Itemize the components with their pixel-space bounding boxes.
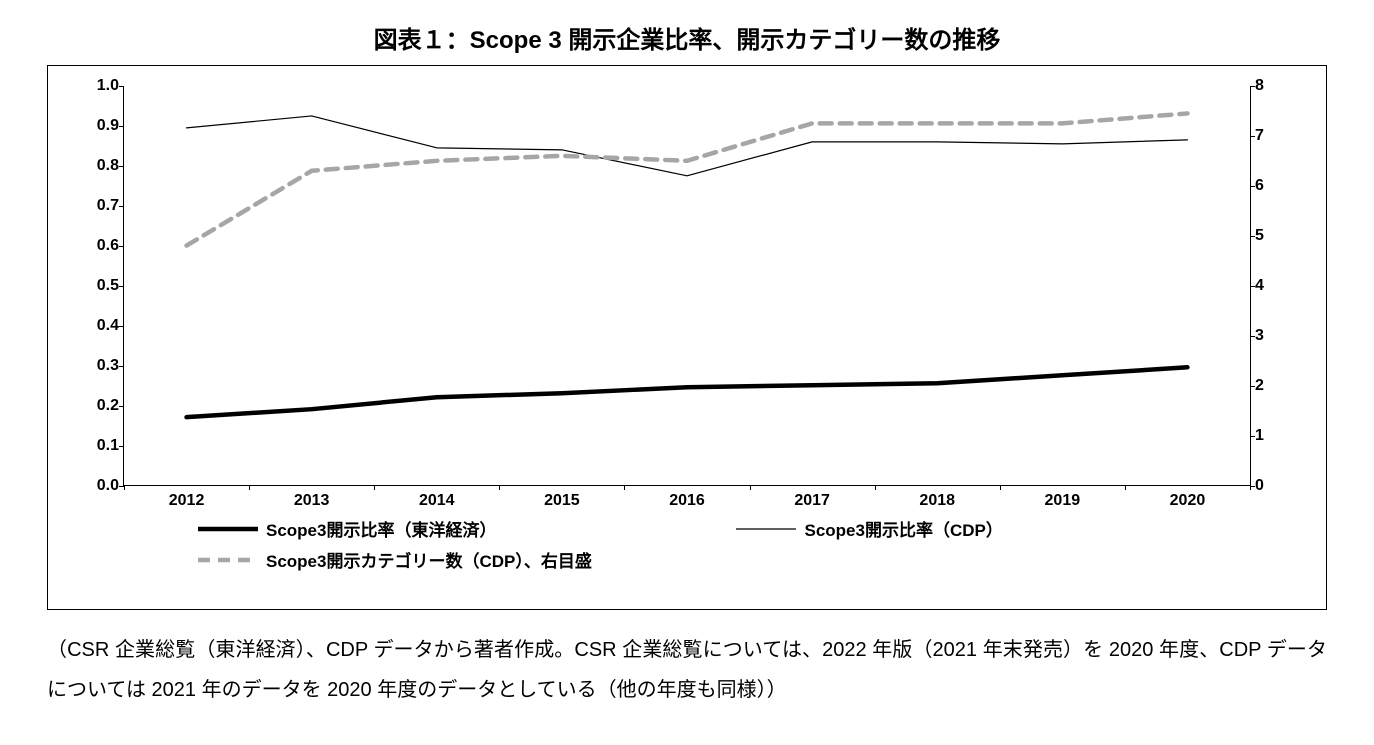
chart-container: 図表１：Scope 3 開示企業比率、開示カテゴリー数の推移 0.0 0.1 0.2… xyxy=(47,20,1327,610)
grid-area: 0.00.10.20.30.40.50.60.70.80.91.00123456… xyxy=(123,86,1251,486)
legend-item-cdp: Scope3開示比率（CDP） xyxy=(736,516,1002,541)
y-left-tick: 0.0 xyxy=(79,477,119,495)
y-left-tick: 0.5 xyxy=(79,277,119,295)
y-right-tick: 7 xyxy=(1255,127,1290,145)
y-left-tick: 0.8 xyxy=(79,157,119,175)
x-tick: 2012 xyxy=(169,492,205,510)
x-tick: 2018 xyxy=(919,492,955,510)
caption-text: （CSR 企業総覧（東洋経済）、CDP データから著者作成。CSR 企業総覧につ… xyxy=(47,630,1327,710)
y-right-tick: 4 xyxy=(1255,277,1290,295)
series-line xyxy=(187,367,1188,417)
x-tick: 2017 xyxy=(794,492,830,510)
x-tick: 2019 xyxy=(1045,492,1081,510)
y-right-tick: 6 xyxy=(1255,177,1290,195)
y-left-tick: 0.1 xyxy=(79,437,119,455)
chart-box: 0.0 0.1 0.2 0.3 0.4 0.5 0.6 0.7 0.8 0.9 1.0 0 1 2 3 4 5 6… xyxy=(47,65,1327,610)
chart-lines xyxy=(124,86,1250,485)
y-right-tick: 3 xyxy=(1255,327,1290,345)
y-left-tick: 0.6 xyxy=(79,237,119,255)
legend-label-toyo: Scope3開示比率（東洋経済） xyxy=(266,516,496,541)
y-left-tick: 0.3 xyxy=(79,357,119,375)
y-left-tick: 0.9 xyxy=(79,117,119,135)
y-right-tick: 5 xyxy=(1255,227,1290,245)
x-tick: 2015 xyxy=(544,492,580,510)
series-line xyxy=(187,113,1188,245)
y-left-tick: 0.7 xyxy=(79,197,119,215)
x-tick: 2013 xyxy=(294,492,330,510)
y-left-tick: 1.0 xyxy=(79,77,119,95)
chart-title: 図表１：Scope 3 開示企業比率、開示カテゴリー数の推移 xyxy=(47,20,1327,55)
legend-label-category: Scope3開示カテゴリー数（CDP）、右目盛 xyxy=(266,547,592,572)
legend: Scope3開示比率（東洋経済） Scope3開示比率（CDP） Scope3開… xyxy=(198,516,1236,578)
legend-item-category: Scope3開示カテゴリー数（CDP）、右目盛 xyxy=(198,547,592,572)
y-left-tick: 0.4 xyxy=(79,317,119,335)
y-right-tick: 0 xyxy=(1255,477,1290,495)
legend-swatch-thick xyxy=(198,519,258,539)
plot-area: 0.0 0.1 0.2 0.3 0.4 0.5 0.6 0.7 0.8 0.9 1.0 0 1 2 3 4 5 6… xyxy=(78,76,1296,599)
y-left-tick: 0.2 xyxy=(79,397,119,415)
legend-item-toyo: Scope3開示比率（東洋経済） xyxy=(198,516,496,541)
x-tick: 2014 xyxy=(419,492,455,510)
x-tick: 2020 xyxy=(1170,492,1206,510)
legend-swatch-dashed xyxy=(198,550,258,570)
y-right-tick: 1 xyxy=(1255,427,1290,445)
legend-swatch-thin xyxy=(736,519,796,539)
x-tick: 2016 xyxy=(669,492,705,510)
legend-label-cdp: Scope3開示比率（CDP） xyxy=(804,516,1002,541)
y-right-tick: 8 xyxy=(1255,77,1290,95)
y-right-tick: 2 xyxy=(1255,377,1290,395)
